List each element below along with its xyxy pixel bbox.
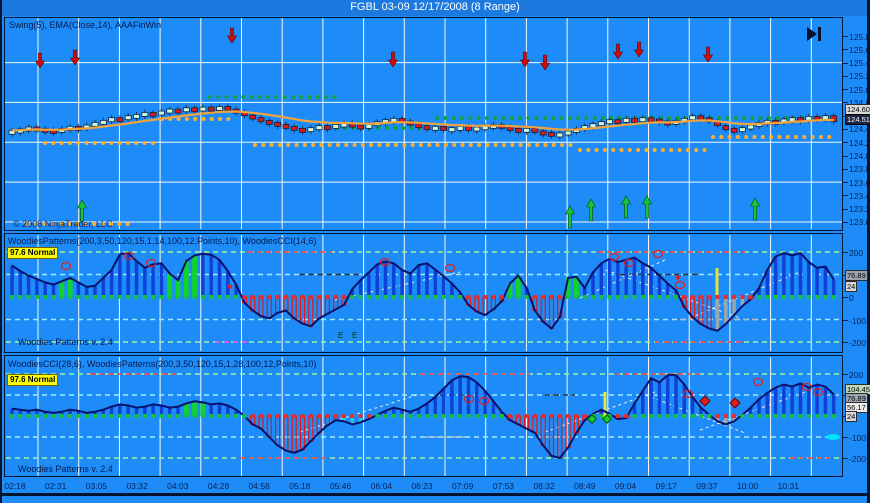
price-chart-panel[interactable] bbox=[4, 17, 843, 231]
window-bottom-edge bbox=[0, 493, 870, 496]
cci-axis-label: 200 bbox=[849, 369, 864, 380]
window-left-edge bbox=[0, 0, 2, 503]
price-axis-label: 123.60 bbox=[849, 177, 870, 188]
time-axis-label: 09:37 bbox=[696, 481, 718, 491]
cci2-status-badge: 97.6 Normal bbox=[7, 374, 59, 386]
time-axis-label: 03:32 bbox=[126, 481, 148, 491]
time-axis-label: 09:17 bbox=[655, 481, 677, 491]
time-axis-label: 04:03 bbox=[167, 481, 189, 491]
time-axis-label: 07:53 bbox=[492, 481, 515, 491]
price-axis-label: 123.40 bbox=[849, 190, 870, 201]
price-axis-label: 123.80 bbox=[849, 164, 870, 175]
price-axis-label: 125.40 bbox=[849, 58, 870, 69]
price-axis-label: 125.00 bbox=[849, 84, 870, 95]
time-axis-label: 10:31 bbox=[777, 481, 799, 491]
price-axis-label: 125.60 bbox=[849, 44, 870, 55]
time-axis-label: 07:09 bbox=[452, 481, 474, 491]
cci-axis-label: -100 bbox=[849, 315, 867, 326]
price-axis-tick bbox=[843, 182, 848, 184]
cci-axis-label: 0 bbox=[849, 292, 854, 303]
cci-axis-label: -100 bbox=[849, 432, 867, 443]
window-right-edge bbox=[867, 0, 870, 503]
time-axis-label: 05:46 bbox=[329, 481, 352, 491]
price-axis-label: 123.20 bbox=[849, 204, 870, 215]
price-value-tag: 124.51 bbox=[845, 114, 870, 125]
cci-axis-tick bbox=[843, 252, 848, 253]
price-axis-tick bbox=[843, 142, 848, 144]
time-axis-label: 09:04 bbox=[614, 481, 637, 491]
time-axis-label: 03:05 bbox=[85, 481, 108, 491]
window-title: FGBL 03-09 12/17/2008 (8 Range) bbox=[0, 0, 870, 16]
price-axis-tick bbox=[843, 49, 848, 51]
time-axis-label: 02:31 bbox=[45, 481, 67, 491]
cci2-version-text: Woodies Patterns v. 2.4 bbox=[18, 464, 113, 474]
price-axis-label: 124.80 bbox=[849, 97, 870, 108]
cci1-value-tag: 24 bbox=[845, 281, 858, 292]
time-axis-label: 08:32 bbox=[533, 481, 555, 491]
price-axis-tick bbox=[843, 155, 848, 157]
cci1-status-badge: 97.6 Normal bbox=[7, 247, 59, 259]
price-axis-tick bbox=[843, 36, 848, 37]
time-axis-label: 04:58 bbox=[248, 481, 270, 491]
cci1-version-text: Woodies Patterns v. 2.4 bbox=[18, 337, 113, 347]
cci-axis-tick bbox=[843, 374, 848, 375]
cci-axis-tick bbox=[843, 342, 848, 343]
price-axis-label: 124.40 bbox=[849, 124, 870, 135]
price-axis-label: 123.00 bbox=[849, 217, 870, 228]
cci-axis-label: -200 bbox=[849, 337, 867, 348]
cci2-indicator-label: WoodiesCCI(28,6), WoodiesPatterns(200,3,… bbox=[8, 359, 317, 369]
price-indicator-label: Swing(5), EMA(Close,14), AAAFinWin bbox=[9, 20, 162, 30]
cci-axis-tick bbox=[843, 458, 848, 459]
price-axis-label: 125.80 bbox=[849, 31, 870, 42]
cci-axis-label: -200 bbox=[849, 453, 867, 464]
price-axis-tick bbox=[843, 102, 848, 104]
price-axis-label: 124.20 bbox=[849, 137, 870, 148]
copyright-text: © 2008 NinjaTrader, LLC bbox=[13, 219, 113, 229]
time-axis-label: 05:18 bbox=[289, 481, 311, 491]
cci1-value-tag: 76.89 bbox=[845, 270, 868, 281]
price-axis-tick bbox=[843, 75, 848, 77]
time-axis-label: 08:49 bbox=[574, 481, 596, 491]
price-axis-tick bbox=[843, 195, 848, 197]
price-axis-label: 124.00 bbox=[849, 151, 870, 162]
cci2-value-tag: 24 bbox=[845, 411, 858, 422]
price-axis-tick bbox=[843, 62, 848, 64]
price-axis-tick bbox=[843, 89, 848, 91]
time-axis-label: 06:23 bbox=[411, 481, 433, 491]
price-axis-tick bbox=[843, 208, 848, 210]
price-axis-label: 125.20 bbox=[849, 71, 870, 82]
cci-axis-tick bbox=[843, 297, 848, 298]
cci1-indicator-label: WoodiesPatterns(200,3,50,120,15,1,14,100… bbox=[8, 236, 317, 246]
time-axis-label: 10:00 bbox=[736, 481, 759, 491]
cci2-indicator-panel[interactable] bbox=[4, 355, 843, 477]
price-axis-tick bbox=[843, 221, 848, 223]
cci-axis-label: 200 bbox=[849, 247, 864, 258]
cci-axis-tick bbox=[843, 437, 848, 438]
time-axis-label: 02:18 bbox=[4, 481, 26, 491]
cci1-indicator-panel[interactable] bbox=[4, 233, 843, 353]
price-axis-tick bbox=[843, 128, 848, 130]
cci-axis-tick bbox=[843, 320, 848, 321]
time-axis-label: 06:04 bbox=[370, 481, 392, 491]
price-axis-tick bbox=[843, 168, 848, 170]
time-axis-label: 04:28 bbox=[207, 481, 230, 491]
